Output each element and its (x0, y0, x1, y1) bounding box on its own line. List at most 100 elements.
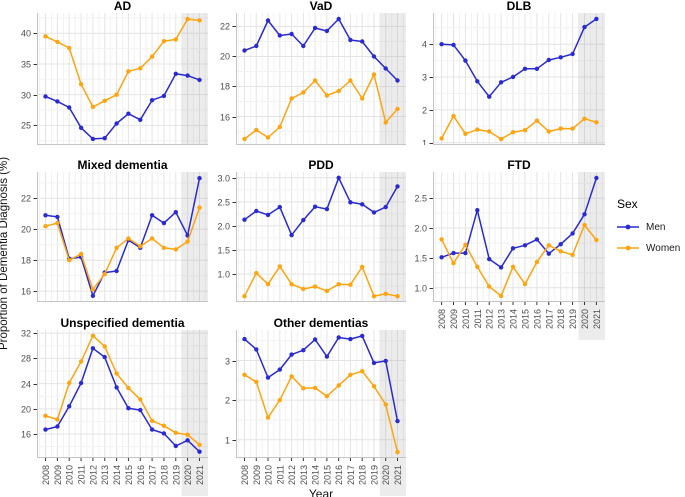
data-point-women (43, 413, 48, 418)
data-point-men (149, 213, 155, 218)
data-point-women (510, 130, 516, 135)
data-point-men (312, 25, 318, 31)
data-point-women (197, 205, 202, 210)
y-tick-label: 2 (422, 106, 427, 116)
facet-title-ftd: FTD (507, 158, 531, 172)
x-tick-label: 2011 (473, 309, 483, 328)
data-point-men (90, 136, 96, 142)
y-tick-label: 2.0 (414, 224, 427, 234)
y-tick-label: 20 (21, 405, 31, 415)
data-point-men (301, 217, 306, 223)
series-line-men (441, 177, 598, 269)
legend-key-men-icon (617, 224, 639, 230)
data-point-women (546, 129, 551, 134)
data-point-women (534, 259, 540, 265)
series-line-men (45, 73, 200, 140)
y-tick-label: 25 (21, 121, 31, 131)
data-point-women (149, 54, 155, 59)
data-point-women (254, 379, 259, 385)
data-point-men (510, 74, 516, 80)
data-point-women (558, 249, 563, 254)
data-point-women (348, 282, 353, 287)
data-point-men (149, 427, 155, 432)
data-point-women (78, 359, 84, 364)
y-tick-label: 1 (422, 139, 427, 146)
data-point-men (371, 210, 377, 215)
data-point-women (324, 288, 330, 294)
data-point-women (161, 245, 167, 250)
x-tick-label: 2020 (381, 465, 391, 485)
data-point-men (242, 217, 247, 222)
data-point-men (289, 352, 294, 357)
data-point-men (439, 42, 444, 47)
data-point-women (173, 247, 178, 252)
y-tick-label: 40 (21, 29, 31, 39)
y-tick-label: 4 (422, 40, 427, 50)
data-point-women (336, 88, 341, 94)
y-tick-label: 2.5 (217, 198, 230, 208)
data-point-men (324, 28, 330, 34)
facet-plot-pdd: 1.0 1.5 2.0 2.5 3.0 (217, 172, 406, 302)
y-tick-label: 1.5 (414, 254, 427, 264)
x-tick-label: 2011 (77, 465, 87, 484)
x-tick-label: 2015 (322, 465, 332, 485)
data-point-women (265, 135, 271, 140)
data-point-women (114, 371, 119, 376)
x-tick-label: 2019 (568, 309, 578, 329)
data-point-women (475, 264, 480, 269)
data-point-women (173, 37, 178, 42)
data-point-men (395, 78, 400, 83)
data-point-men (348, 37, 353, 43)
data-point-men (336, 16, 341, 22)
x-tick-label: 2014 (311, 465, 321, 485)
x-tick-label: 2020 (580, 309, 590, 329)
data-point-women (498, 293, 504, 299)
data-point-women (371, 384, 377, 389)
data-point-women (558, 126, 563, 131)
x-tick-label: 2013 (497, 309, 507, 329)
x-tick-label: 2021 (195, 465, 205, 485)
x-tick-label: 2009 (53, 465, 63, 485)
y-tick-label: 24 (21, 380, 31, 390)
data-point-women (265, 415, 271, 420)
data-point-women (582, 116, 587, 121)
y-tick-label: 28 (21, 354, 31, 364)
data-point-women (138, 66, 143, 71)
data-point-women (522, 128, 528, 133)
data-point-women (126, 385, 131, 391)
data-point-women (395, 449, 400, 455)
data-point-women (371, 294, 377, 299)
x-tick-label: 2014 (112, 465, 122, 485)
data-point-women (451, 113, 456, 119)
y-tick-label: 35 (21, 60, 31, 70)
data-point-men (463, 58, 468, 63)
data-point-men (173, 71, 178, 76)
x-tick-label: 2010 (264, 465, 274, 485)
data-point-women (348, 372, 353, 377)
data-point-men (383, 358, 388, 364)
data-point-women (242, 136, 247, 142)
data-point-women (149, 236, 155, 241)
facet-plot-ftd: 1.0 1.5 2.0 2.5 2008 2009 2010 2011 2012 2013 2014… (414, 172, 605, 340)
y-tick-label: 2 (225, 396, 230, 406)
data-point-women (383, 291, 388, 296)
data-point-women (126, 69, 131, 74)
x-tick-label: 2021 (592, 309, 602, 329)
data-point-men (348, 336, 353, 342)
legend: Sex Men Women (617, 197, 683, 263)
series-line-men (45, 347, 201, 453)
data-point-men (383, 66, 388, 71)
data-point-men (301, 43, 306, 49)
data-point-men (570, 231, 575, 236)
y-tick-label: 20 (220, 52, 230, 62)
data-point-women (114, 92, 119, 97)
data-point-men (78, 380, 84, 386)
data-point-women (78, 82, 84, 87)
data-point-men (43, 427, 48, 432)
data-point-men (277, 204, 282, 210)
y-tick-label: 1.5 (217, 246, 230, 256)
y-tick-label: 22 (220, 22, 230, 32)
data-point-women (324, 93, 330, 98)
data-point-men (301, 348, 306, 353)
